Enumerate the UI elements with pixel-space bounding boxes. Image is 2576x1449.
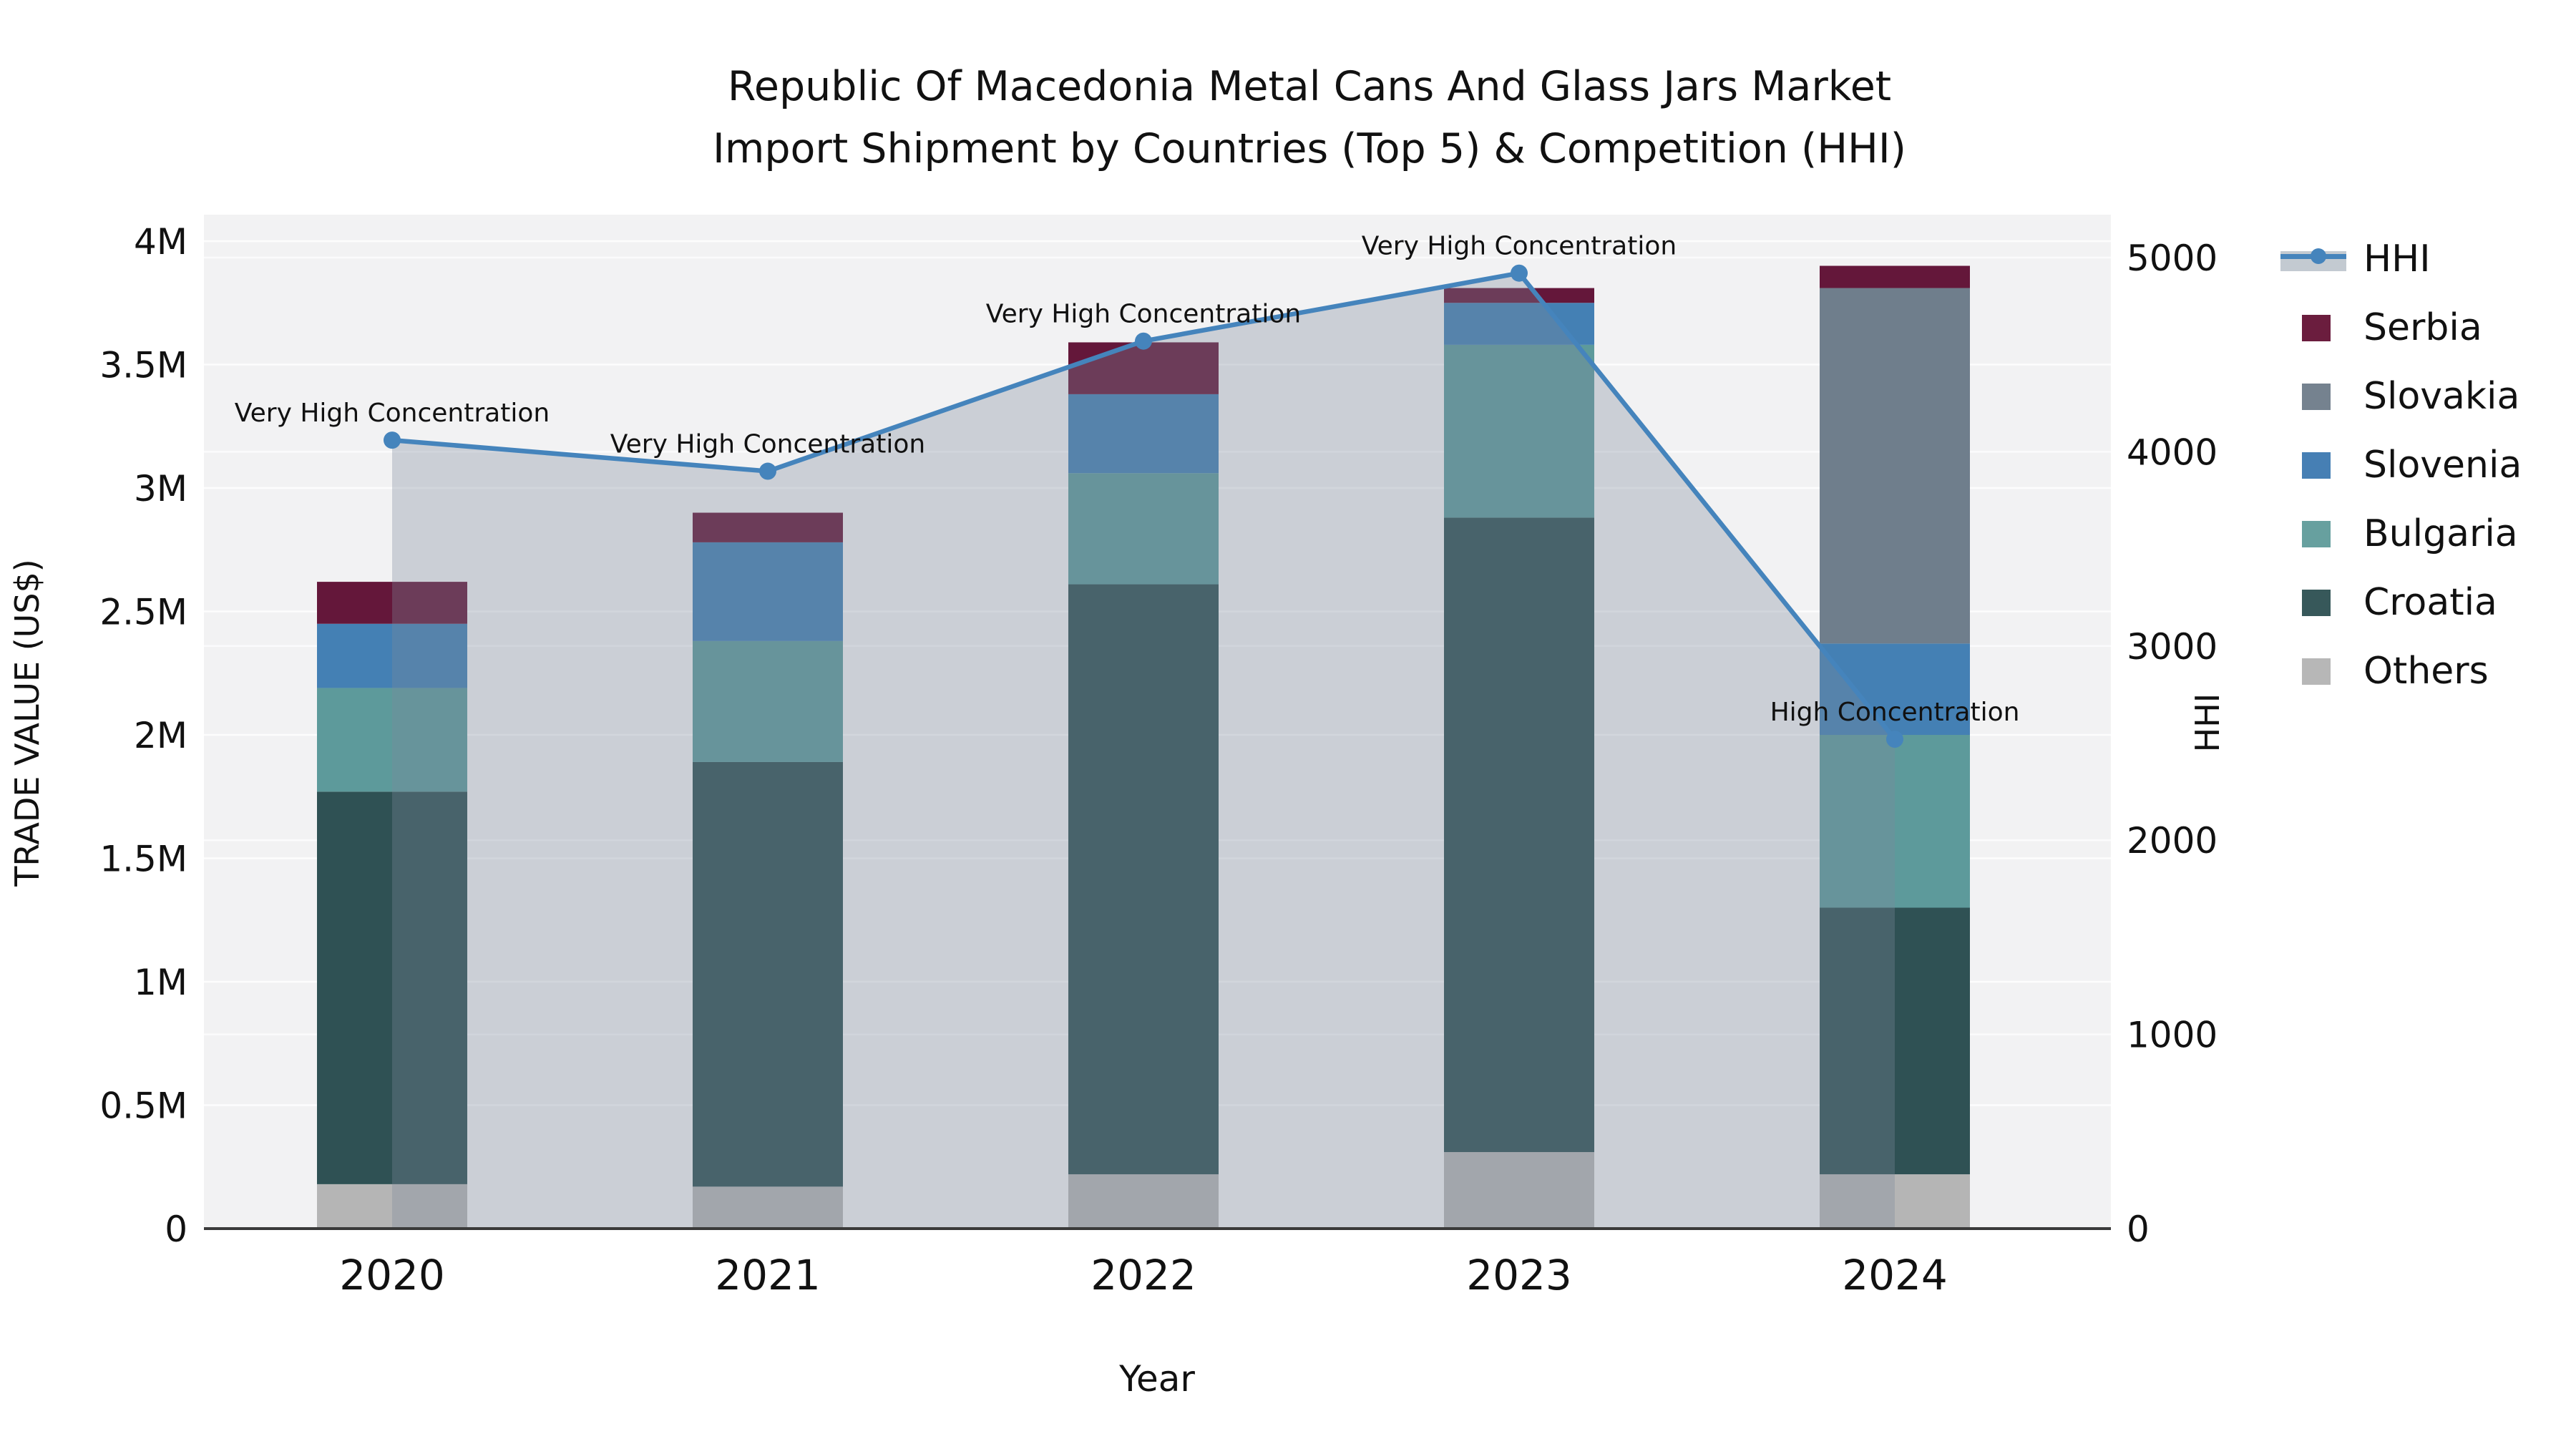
slovenia-swatch	[2302, 452, 2331, 479]
annotation-2023: Very High Concentration	[1362, 232, 1677, 261]
tick-label-right-4000: 4000	[2127, 431, 2218, 473]
legend-label: HHI	[2363, 238, 2431, 280]
hhi-line-sample-icon	[2280, 245, 2352, 273]
bar-segment-others-2020	[317, 1184, 467, 1229]
hhi-marker-2022	[1135, 332, 1152, 350]
legend-item-croatia: Croatia	[2280, 568, 2522, 637]
bar-segment-croatia-2022	[1068, 584, 1219, 1175]
tick-label-x-2021: 2021	[715, 1251, 821, 1299]
bar-segment-serbia-2023	[1444, 288, 1594, 303]
legend: HHI Serbia Slovakia Slovenia Bulgaria Cr…	[2280, 225, 2522, 706]
legend-item-others: Others	[2280, 637, 2522, 706]
bar-segment-serbia-2022	[1068, 342, 1219, 394]
tick-label-x-2020: 2020	[339, 1251, 445, 1299]
croatia-swatch	[2302, 590, 2331, 616]
bulgaria-swatch	[2302, 521, 2331, 547]
legend-label: Serbia	[2363, 306, 2482, 349]
bar-segment-serbia-2021	[693, 512, 843, 542]
hhi-area	[392, 273, 1895, 1229]
legend-label: Others	[2363, 650, 2489, 693]
bar-segment-bulgaria-2023	[1444, 344, 1594, 518]
hhi-marker-2024	[1886, 731, 1903, 748]
y-axis-label-left: TRADE VALUE (US$)	[8, 559, 47, 887]
tick-label-left-4M: 4M	[134, 221, 187, 263]
tick-label-right-2000: 2000	[2127, 820, 2218, 862]
bar-segment-croatia-2024	[1820, 907, 1970, 1175]
bar-segment-croatia-2021	[693, 761, 843, 1187]
legend-item-slovenia: Slovenia	[2280, 431, 2522, 499]
bar-segment-bulgaria-2024	[1820, 735, 1970, 908]
serbia-swatch-icon	[2280, 313, 2352, 342]
hhi-marker-2021	[759, 462, 776, 480]
legend-item-hhi: HHI	[2280, 225, 2522, 293]
bar-segment-others-2021	[693, 1186, 843, 1229]
chart-title: Republic Of Macedonia Metal Cans And Gla…	[43, 56, 2576, 180]
bar-segment-slovenia-2021	[693, 542, 843, 641]
slovenia-swatch-icon	[2280, 451, 2352, 479]
annotation-2022: Very High Concentration	[986, 300, 1301, 329]
hhi-marker-2020	[384, 431, 401, 449]
annotation-2020: Very High Concentration	[235, 399, 550, 428]
tick-label-right-0: 0	[2127, 1209, 2150, 1250]
serbia-swatch	[2302, 315, 2331, 341]
tick-label-right-1000: 1000	[2127, 1015, 2218, 1056]
bulgaria-swatch-icon	[2280, 519, 2352, 548]
annotation-2024: High Concentration	[1770, 698, 2020, 727]
tick-label-right-5000: 5000	[2127, 238, 2218, 279]
tick-label-left-1M: 1M	[134, 962, 187, 1003]
legend-label: Slovakia	[2363, 375, 2520, 418]
tick-label-x-2022: 2022	[1091, 1251, 1196, 1299]
bar-segment-croatia-2023	[1444, 517, 1594, 1153]
slovakia-swatch	[2302, 384, 2331, 410]
tick-label-left-3.5M: 3.5M	[99, 345, 187, 386]
croatia-swatch-icon	[2280, 588, 2352, 617]
x-axis-label: Year	[1119, 1358, 1195, 1400]
tick-label-x-2023: 2023	[1466, 1251, 1572, 1299]
others-swatch	[2302, 658, 2331, 685]
annotation-2021: Very High Concentration	[610, 430, 925, 459]
bar-segment-others-2022	[1068, 1174, 1219, 1229]
tick-label-left-2.5M: 2.5M	[99, 592, 187, 633]
hhi-marker-sample	[2311, 248, 2326, 264]
tick-label-left-0.5M: 0.5M	[99, 1085, 187, 1127]
slovakia-swatch-icon	[2280, 382, 2352, 411]
legend-item-slovakia: Slovakia	[2280, 362, 2522, 431]
bar-segment-bulgaria-2020	[317, 688, 467, 792]
legend-item-bulgaria: Bulgaria	[2280, 499, 2522, 568]
bar-segment-others-2024	[1820, 1174, 1970, 1229]
bar-segment-slovenia-2022	[1068, 394, 1219, 474]
tick-label-x-2024: 2024	[1842, 1251, 1948, 1299]
tick-label-left-0: 0	[165, 1209, 187, 1250]
chart-title-line1: Republic Of Macedonia Metal Cans And Gla…	[727, 63, 1892, 110]
legend-label: Bulgaria	[2363, 512, 2518, 555]
bar-segment-slovenia-2024	[1820, 643, 1970, 735]
tick-label-left-2M: 2M	[134, 715, 187, 756]
bar-segment-serbia-2024	[1820, 265, 1970, 288]
legend-label: Croatia	[2363, 581, 2497, 624]
hhi-marker-2023	[1511, 264, 1528, 282]
bar-segment-croatia-2020	[317, 791, 467, 1184]
legend-label: Slovenia	[2363, 444, 2522, 487]
chart-title-line2: Import Shipment by Countries (Top 5) & C…	[713, 125, 1906, 172]
y-axis-label-right: HHI	[2188, 693, 2227, 753]
tick-label-left-3M: 3M	[134, 468, 187, 509]
bar-segment-bulgaria-2022	[1068, 473, 1219, 585]
legend-item-serbia: Serbia	[2280, 293, 2522, 362]
tick-label-right-3000: 3000	[2127, 626, 2218, 668]
bar-segment-serbia-2020	[317, 582, 467, 624]
bar-segment-slovenia-2020	[317, 623, 467, 688]
bar-segment-others-2023	[1444, 1152, 1594, 1229]
tick-label-left-1.5M: 1.5M	[99, 839, 187, 880]
bar-segment-bulgaria-2021	[693, 640, 843, 762]
bar-segment-slovakia-2024	[1820, 288, 1970, 644]
others-swatch-icon	[2280, 657, 2352, 686]
